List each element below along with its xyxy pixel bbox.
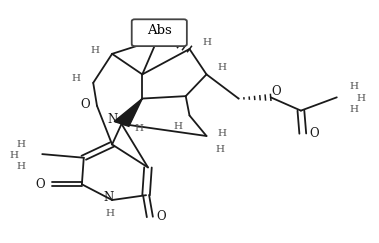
Text: H: H — [217, 63, 226, 72]
Text: H: H — [17, 140, 26, 149]
Text: O: O — [80, 98, 90, 111]
Text: O: O — [271, 85, 281, 98]
Text: H: H — [134, 124, 143, 133]
Text: H: H — [349, 105, 358, 114]
Polygon shape — [114, 99, 142, 126]
Text: H: H — [9, 151, 19, 160]
Text: H: H — [72, 74, 81, 83]
Text: H: H — [215, 145, 224, 154]
Text: H: H — [202, 38, 211, 47]
FancyBboxPatch shape — [132, 19, 187, 46]
Text: H: H — [106, 209, 115, 218]
Text: O: O — [36, 178, 45, 191]
Text: H: H — [349, 82, 358, 91]
Text: N: N — [107, 113, 117, 126]
Text: O: O — [157, 210, 166, 223]
Text: N: N — [103, 191, 113, 204]
Text: H: H — [217, 129, 226, 138]
Text: O: O — [309, 127, 319, 140]
Text: H: H — [174, 122, 183, 131]
Text: H: H — [91, 46, 100, 55]
Text: H: H — [357, 94, 366, 103]
Text: H: H — [17, 162, 26, 171]
Text: Abs: Abs — [147, 24, 172, 37]
